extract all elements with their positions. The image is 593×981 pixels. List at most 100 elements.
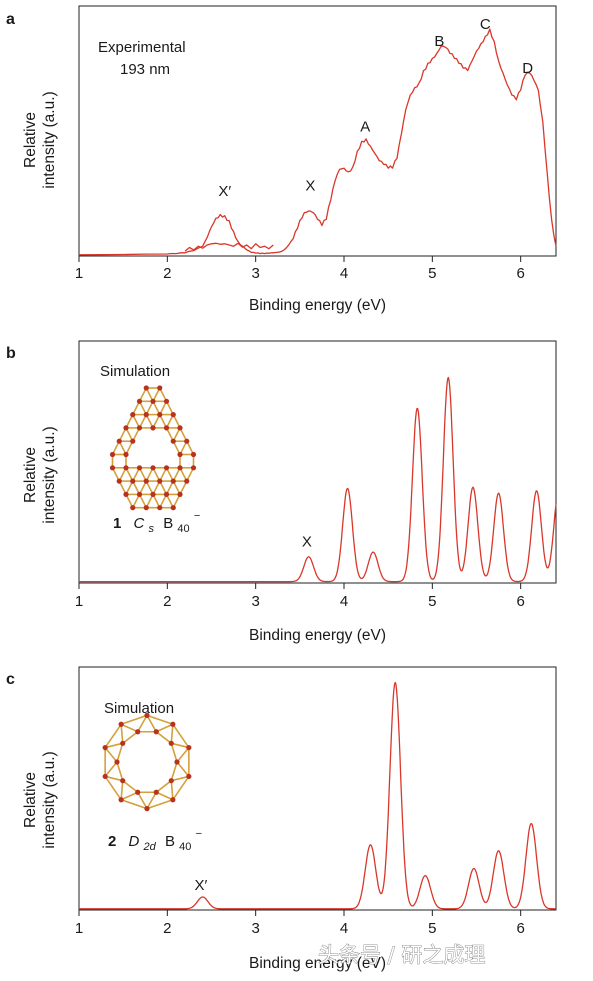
bond bbox=[172, 775, 190, 801]
x-tick-label: 1 bbox=[75, 593, 83, 610]
atom bbox=[136, 491, 143, 497]
bond bbox=[104, 775, 122, 801]
bond bbox=[176, 761, 190, 777]
note-simulation: Simulation bbox=[104, 700, 174, 717]
atom bbox=[136, 465, 143, 471]
atom bbox=[143, 478, 149, 484]
y-axis-title-line: intensity (a.u.) bbox=[41, 751, 58, 848]
x-tick-label: 5 bbox=[428, 920, 436, 937]
atom bbox=[170, 505, 176, 511]
formula-element: B bbox=[165, 833, 175, 850]
bond bbox=[137, 714, 148, 733]
bond bbox=[104, 747, 118, 763]
x-tick-label: 1 bbox=[75, 265, 83, 282]
bond bbox=[122, 780, 139, 793]
atom bbox=[153, 729, 159, 735]
atom bbox=[190, 451, 197, 458]
atom bbox=[116, 438, 122, 444]
atom bbox=[190, 465, 197, 471]
atom bbox=[136, 398, 143, 404]
atom bbox=[130, 505, 136, 511]
peak-label: X bbox=[305, 178, 315, 195]
x-tick-label: 3 bbox=[251, 593, 259, 610]
bond bbox=[146, 714, 174, 726]
bond bbox=[120, 780, 124, 800]
bond bbox=[120, 791, 139, 801]
symmetry-subscript: s bbox=[149, 523, 155, 535]
atom bbox=[150, 465, 156, 471]
atom bbox=[130, 438, 136, 444]
y-axis-title-line: intensity (a.u.) bbox=[41, 426, 58, 523]
atom bbox=[102, 773, 108, 780]
d2d-b40-structure-illustration bbox=[102, 712, 192, 812]
y-axis-title-line: Relative bbox=[22, 112, 39, 168]
atom bbox=[157, 478, 163, 484]
atom bbox=[177, 425, 183, 431]
atom bbox=[118, 797, 124, 803]
atom bbox=[163, 491, 170, 497]
spectrum-line bbox=[184, 242, 274, 252]
bond bbox=[171, 742, 190, 749]
note-wavelength: 193 nm bbox=[120, 61, 170, 78]
atom bbox=[109, 451, 116, 458]
atom bbox=[123, 451, 129, 458]
panel-letter: a bbox=[6, 11, 15, 28]
bond bbox=[120, 798, 148, 810]
atom bbox=[150, 425, 156, 431]
structure-caption: 2 D 2d B 40 − bbox=[108, 828, 202, 854]
bond bbox=[155, 731, 172, 744]
atom bbox=[114, 759, 120, 765]
spectrum-line bbox=[78, 28, 557, 256]
atom bbox=[143, 505, 149, 511]
panel-b: b Simulation 1 C s B 40 − 1 2 3 4 5 6 Binding … bbox=[6, 340, 557, 644]
bond bbox=[146, 791, 157, 810]
formula-element: B bbox=[163, 515, 173, 532]
symmetry-symbol: C bbox=[134, 515, 145, 532]
x-tick-label: 2 bbox=[163, 593, 171, 610]
atom bbox=[157, 505, 163, 511]
atom bbox=[184, 478, 190, 484]
atom bbox=[170, 721, 176, 727]
atom bbox=[177, 451, 183, 458]
peak-label: B bbox=[434, 33, 444, 50]
structure-number: 2 bbox=[108, 833, 116, 850]
atom bbox=[163, 425, 170, 431]
x-tick-label: 3 bbox=[251, 920, 259, 937]
peak-label: X bbox=[302, 533, 312, 550]
spectrum-line bbox=[79, 681, 556, 910]
panel-a: a Experimental 193 nm 1 2 3 4 5 6 Binding ener… bbox=[6, 5, 557, 314]
bond bbox=[170, 780, 174, 800]
atom bbox=[118, 721, 124, 727]
spectrum-line bbox=[79, 376, 557, 583]
atom bbox=[177, 465, 183, 471]
bond bbox=[122, 731, 139, 744]
bond bbox=[170, 743, 178, 763]
atom bbox=[109, 465, 116, 471]
x-tick-label: 2 bbox=[163, 265, 171, 282]
atom bbox=[163, 398, 170, 404]
peak-label: X′ bbox=[194, 877, 207, 894]
atom bbox=[123, 425, 129, 431]
atom bbox=[168, 740, 174, 746]
atom bbox=[123, 491, 129, 497]
atom bbox=[153, 789, 159, 795]
bond bbox=[104, 742, 123, 749]
x-tick-label: 4 bbox=[340, 593, 348, 610]
y-axis-title: Relative intensity (a.u.) bbox=[22, 91, 58, 188]
bond bbox=[176, 747, 190, 763]
note-experimental: Experimental bbox=[98, 39, 186, 56]
x-tick-label: 3 bbox=[251, 265, 259, 282]
bond bbox=[146, 798, 174, 810]
bond bbox=[116, 761, 124, 781]
bond bbox=[155, 791, 174, 801]
bond bbox=[120, 723, 139, 733]
y-axis-title-line: Relative bbox=[22, 772, 39, 828]
peak-label: C bbox=[480, 16, 491, 33]
atom bbox=[157, 412, 163, 418]
bond bbox=[120, 714, 148, 726]
y-axis-title: Relative intensity (a.u.) bbox=[22, 426, 58, 523]
bond bbox=[104, 723, 122, 749]
panel-c: c Simulation 2 D 2d B 40 − 1 2 3 4 5 6 Binding… bbox=[6, 666, 557, 972]
y-axis-title-line: intensity (a.u.) bbox=[41, 91, 58, 188]
